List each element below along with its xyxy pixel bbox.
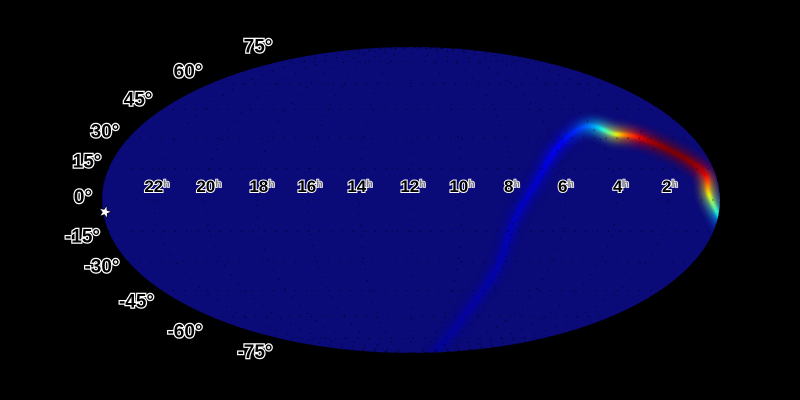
svg-text:30°: 30° — [91, 122, 120, 143]
svg-text:75°: 75° — [244, 37, 273, 58]
svg-text:-45°: -45° — [119, 292, 154, 313]
svg-text:15°: 15° — [73, 152, 102, 173]
svg-text:60°: 60° — [174, 62, 203, 83]
svg-text:45°: 45° — [124, 90, 153, 111]
svg-text:-15°: -15° — [65, 227, 100, 248]
svg-text:-60°: -60° — [167, 322, 202, 343]
svg-text:0°: 0° — [74, 187, 92, 208]
svg-text:-30°: -30° — [84, 257, 119, 278]
svg-text:-75°: -75° — [237, 342, 272, 363]
